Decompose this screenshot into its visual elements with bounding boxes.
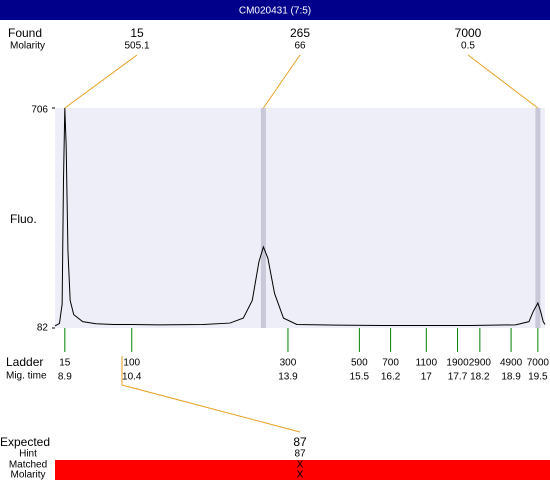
title: CM020431 (7:5) xyxy=(239,6,311,17)
expected-value: 87 xyxy=(293,435,307,449)
ladder-size: 1100 xyxy=(416,358,438,369)
ladder-mig-time: 13.9 xyxy=(278,372,298,383)
ladder-mig-time: 15.5 xyxy=(350,372,370,383)
y-tick-label: 82 xyxy=(37,323,49,334)
found-molarity: 0.5 xyxy=(461,41,475,52)
ladder-size: 700 xyxy=(382,358,399,369)
expected-connector xyxy=(121,356,301,433)
peak-band xyxy=(260,108,266,328)
ladder-size: 7000 xyxy=(527,358,550,369)
ladder-size: 2900 xyxy=(469,358,492,369)
expected-row-label: Matched xyxy=(9,460,47,471)
trace xyxy=(54,107,546,327)
molarity-label: Molarity xyxy=(10,41,45,52)
ladder-label: Ladder xyxy=(6,355,43,369)
ladder-size: 1900 xyxy=(446,358,469,369)
mig-time-label: Mig. time xyxy=(6,371,47,382)
found-size: 265 xyxy=(290,26,310,40)
found-label: Found xyxy=(8,26,42,40)
expected-label: Expected xyxy=(0,435,50,449)
found-size: 15 xyxy=(130,26,144,40)
expected-row-label: Molarity xyxy=(10,470,45,480)
expected-row-label: Hint xyxy=(19,449,37,460)
ladder-size: 100 xyxy=(123,358,140,369)
expected-row-value: X xyxy=(297,470,304,480)
ladder-mig-time: 18.2 xyxy=(470,372,490,383)
expected-row-value: 87 xyxy=(294,449,306,460)
found-size: 7000 xyxy=(455,26,482,40)
ladder-mig-time: 17.7 xyxy=(448,372,468,383)
found-molarity: 66 xyxy=(294,41,306,52)
ladder-mig-time: 17 xyxy=(421,372,433,383)
found-molarity: 505.1 xyxy=(124,41,149,52)
ladder-mig-time: 19.5 xyxy=(528,372,548,383)
ladder-mig-time: 18.9 xyxy=(501,372,521,383)
peak-connector xyxy=(467,54,539,109)
y-axis-label: Fluo. xyxy=(10,212,37,226)
peak-connector xyxy=(262,54,301,109)
y-tick-label: 706 xyxy=(31,105,48,116)
ladder-size: 300 xyxy=(280,358,297,369)
ladder-mig-time: 8.9 xyxy=(58,372,72,383)
ladder-size: 4900 xyxy=(500,358,523,369)
expected-row-value: X xyxy=(297,460,304,471)
matched-bar xyxy=(55,460,550,480)
ladder-size: 500 xyxy=(351,358,368,369)
ladder-size: 15 xyxy=(59,358,71,369)
plot-area xyxy=(55,108,545,328)
peak-connector xyxy=(64,54,138,109)
title-bar xyxy=(0,0,550,20)
ladder-mig-time: 16.2 xyxy=(381,372,401,383)
peak-band xyxy=(535,108,541,328)
ladder-mig-time: 10.4 xyxy=(122,372,142,383)
